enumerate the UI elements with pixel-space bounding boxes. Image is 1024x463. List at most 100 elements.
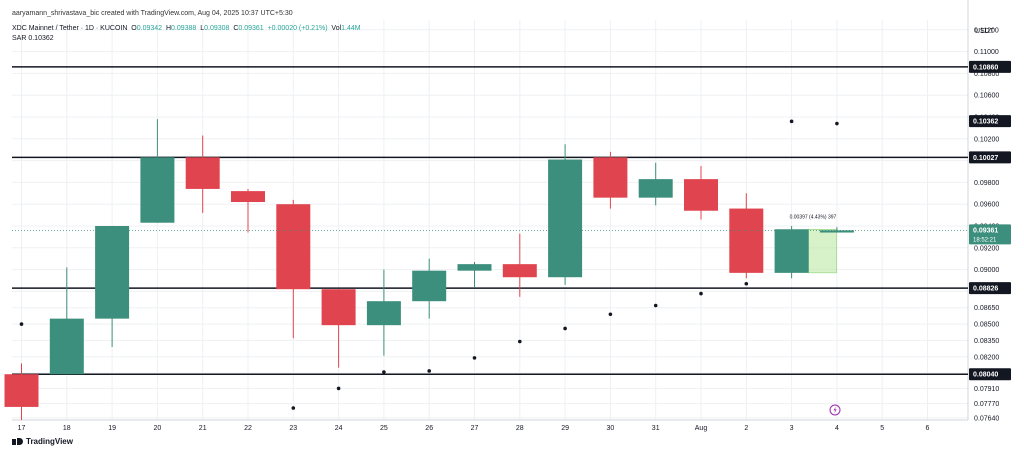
sar-dot [472, 356, 477, 360]
time-tick-label: 17 [18, 425, 26, 432]
level-price-tag [969, 60, 1011, 73]
candle-down[interactable] [231, 191, 265, 203]
candle-up[interactable] [548, 159, 583, 278]
price-tick-label: 0.10200 [974, 136, 999, 143]
time-tick-label: 24 [335, 425, 343, 432]
time-tick-label: 19 [108, 425, 116, 432]
time-tick-label: 18 [63, 425, 71, 432]
close-value: 0.09361 [238, 25, 264, 32]
candle-down[interactable] [4, 374, 39, 407]
sar-price-label: 0.10362 [973, 119, 998, 126]
current-price-tag [969, 224, 1011, 245]
candle-up[interactable] [95, 225, 130, 319]
low-value: 0.09308 [204, 25, 230, 32]
sar-dot [382, 370, 386, 374]
price-tick-label: 0.07770 [974, 401, 999, 408]
sar-dot [291, 406, 296, 410]
level-price-tag [969, 151, 1011, 164]
chart-credit: aaryamann_shrivastava_bic created with T… [12, 10, 293, 17]
sar-dot [835, 121, 839, 126]
candle-up[interactable] [638, 179, 673, 198]
price-tick-label: 0.07640 [974, 415, 999, 422]
symbol-name[interactable]: XDC Mainnet / Tether · 1D · KUCOIN [12, 25, 128, 32]
price-tick-label: 0.11000 [974, 49, 999, 56]
price-range-measure[interactable] [808, 229, 837, 274]
current-price-label: 0.09361 [973, 227, 998, 234]
time-tick-label: 3 [790, 425, 794, 432]
level-price-tag [969, 282, 1011, 295]
candle-up[interactable] [819, 230, 854, 233]
time-tick-label: 22 [244, 425, 252, 432]
time-tick-label: 26 [425, 425, 433, 432]
candle-down[interactable] [729, 208, 764, 273]
low-label: L [200, 25, 205, 32]
level-price-tag [969, 368, 1011, 381]
sar-dot [427, 369, 432, 373]
time-tick-label: 4 [835, 425, 839, 432]
price-tick-label: 0.10800 [974, 71, 999, 78]
candle-down[interactable] [593, 157, 628, 198]
sar-dot [744, 281, 749, 286]
sar-dot [518, 339, 522, 344]
price-tick-label: 0.11200 [974, 27, 999, 34]
candle-down[interactable] [684, 179, 718, 211]
candle-up[interactable] [774, 229, 809, 273]
level-price-label: 0.10860 [973, 64, 998, 71]
time-tick-label: 27 [471, 425, 479, 432]
sar-dot [19, 322, 24, 326]
time-tick-label: 28 [516, 425, 524, 432]
sar-price-tag [969, 115, 1011, 128]
high-value: 0.09388 [171, 25, 197, 32]
candle-down[interactable] [185, 157, 220, 189]
price-tick-label: 0.09000 [974, 267, 999, 274]
close-label: C [233, 25, 239, 32]
tradingview-logo[interactable]: TradingView [12, 437, 73, 446]
lightning-icon[interactable] [829, 404, 841, 416]
change-value: +0.00020 (+0.21%) [267, 25, 328, 32]
sar-dot [653, 303, 658, 308]
time-tick-label: 21 [199, 425, 207, 432]
candle-up[interactable] [457, 264, 492, 271]
measure-label: 0.00397 (4.43%) 397 [790, 214, 837, 220]
tradingview-logo-text: TradingView [26, 437, 73, 446]
sar-indicator-legend[interactable]: SAR 0.10362 [12, 35, 54, 42]
price-tick-label: 0.09200 [974, 245, 999, 252]
candle-down[interactable] [276, 204, 311, 290]
time-tick-label: 25 [380, 425, 388, 432]
symbol-info: XDC Mainnet / Tether · 1D · KUCOIN O0.09… [12, 25, 361, 32]
sar-dot [789, 119, 794, 124]
time-tick-label: 5 [880, 425, 884, 432]
lightning-bolt-icon [833, 406, 837, 414]
high-label: H [165, 25, 172, 32]
sar-dot [699, 291, 703, 296]
time-tick-label: 2 [744, 425, 748, 432]
sar-dot [563, 326, 567, 331]
time-tick-label: 30 [607, 425, 615, 432]
candle-up[interactable] [49, 318, 84, 375]
time-tick-label: 23 [289, 425, 297, 432]
bar-countdown-label: 18:52:21 [973, 237, 997, 243]
price-tick-label: 0.09600 [974, 202, 999, 209]
price-tick-label: 0.08350 [974, 338, 999, 345]
currency-label: USDT [975, 28, 995, 35]
open-value: 0.09342 [136, 25, 163, 32]
candle-up[interactable] [366, 301, 401, 326]
candle-up[interactable] [412, 270, 447, 302]
time-tick-label: Aug [695, 425, 708, 432]
price-tick-label: 0.09800 [974, 180, 999, 187]
price-tick-label: 0.08500 [974, 322, 999, 329]
time-tick-label: 20 [154, 425, 162, 432]
candle-down[interactable] [502, 264, 537, 278]
price-tick-label: 0.08650 [974, 305, 999, 312]
price-tick-label: 0.10600 [974, 93, 999, 100]
open-label: O [131, 25, 137, 32]
time-tick-label: 29 [561, 425, 569, 432]
sar-dot [336, 386, 341, 391]
candle-down[interactable] [321, 289, 356, 326]
price-tick-label: 0.08200 [974, 354, 999, 361]
volume-value: 1.44M [341, 25, 361, 32]
candle-up[interactable] [140, 157, 175, 223]
volume-label: Vol [331, 25, 342, 32]
tradingview-icon [12, 438, 23, 445]
